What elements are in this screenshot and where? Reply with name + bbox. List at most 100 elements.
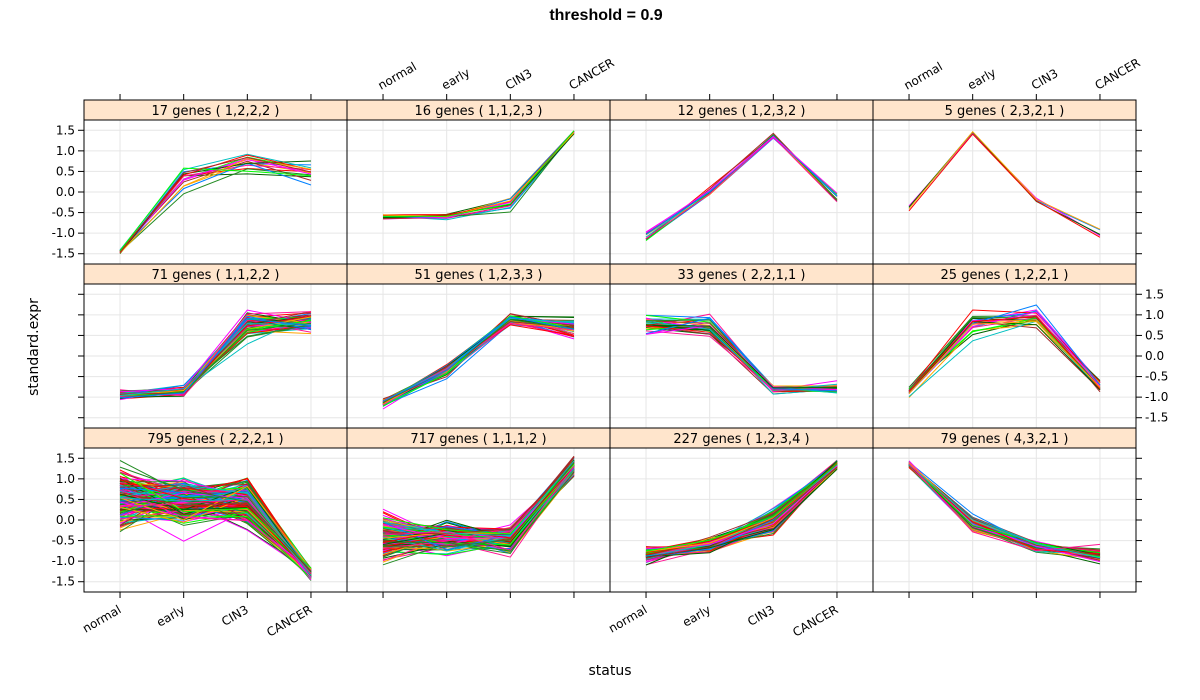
gene-profile-line: [119, 311, 312, 395]
y-tick-label: 1.0: [56, 472, 75, 486]
gene-lines: [382, 130, 575, 221]
gene-lines: [645, 313, 838, 395]
panel: 12 genes ( 1,2,3,2 ): [609, 99, 874, 265]
gene-profile-line: [119, 316, 312, 396]
panel-strip-label: 12 genes ( 1,2,3,2 ): [678, 104, 806, 119]
gene-profile-line: [119, 167, 312, 252]
y-tick-label: 0.0: [56, 185, 75, 199]
x-tick-label: normal: [80, 602, 123, 635]
gene-profile-line: [119, 485, 312, 570]
panel: 51 genes ( 1,2,3,3 ): [346, 263, 611, 429]
panels-layer: 17 genes ( 1,2,2,2 ) 16 genes ( 1,1,2,3 )…: [83, 99, 1137, 593]
panel-strip-label: 717 genes ( 1,1,1,2 ): [410, 432, 546, 447]
gene-profile-line: [119, 515, 312, 579]
y-tick-label: 0.5: [56, 164, 75, 178]
y-tick-label: 0.5: [1145, 328, 1164, 342]
panel-strip-label: 79 genes ( 4,3,2,1 ): [941, 432, 1069, 447]
panel-strip-label: 33 genes ( 2,2,1,1 ): [678, 268, 806, 283]
gene-profile-line: [382, 319, 575, 403]
y-tick-label: 1.0: [1145, 308, 1164, 322]
gene-profile-line: [382, 471, 575, 552]
panel-grid: [873, 284, 1136, 428]
gene-profile-line: [908, 463, 1101, 558]
gene-profile-line: [908, 133, 1101, 238]
panel-strip-label: 227 genes ( 1,2,3,4 ): [673, 432, 809, 447]
gene-profile-line: [645, 324, 837, 389]
gene-profile-line: [908, 130, 1101, 230]
panel: 5 genes ( 2,3,2,1 ): [872, 99, 1137, 265]
panel-strip-label: 5 genes ( 2,3,2,1 ): [945, 104, 1065, 119]
gene-lines: [119, 460, 312, 581]
x-tick-label: normal: [902, 59, 945, 92]
gene-profile-line: [645, 463, 838, 552]
gene-profile-line: [382, 462, 575, 540]
y-tick-label: -0.5: [52, 206, 75, 220]
x-tick-label: CIN3: [503, 66, 535, 92]
x-tick-label: early: [965, 65, 998, 92]
x-tick-label: CIN3: [745, 602, 777, 628]
panel: 25 genes ( 1,2,2,1 ): [872, 263, 1137, 429]
panel-strip-label: 71 genes ( 1,1,2,2 ): [152, 268, 280, 283]
y-tick-label: 1.5: [1145, 287, 1164, 301]
panel-grid: [610, 284, 873, 428]
gene-lines: [908, 304, 1101, 398]
x-tick-label: CANCER: [264, 602, 314, 639]
gene-lines: [382, 313, 575, 410]
gene-lines: [908, 460, 1101, 565]
x-axis-label: status: [588, 663, 631, 679]
x-tick-label: early: [680, 602, 713, 629]
y-tick-label: 0.0: [56, 513, 75, 527]
gene-profile-line: [908, 465, 1101, 558]
gene-profile-line: [908, 320, 1101, 394]
x-tick-label: CIN3: [1029, 66, 1061, 92]
y-tick-label: 1.5: [56, 451, 75, 465]
y-tick-label: -0.5: [1145, 370, 1168, 384]
gene-profile-line: [382, 466, 575, 544]
y-tick-label: 1.0: [56, 144, 75, 158]
gene-profile-line: [645, 465, 838, 550]
x-tick-label: normal: [606, 602, 649, 635]
panel: 17 genes ( 1,2,2,2 ): [83, 99, 348, 265]
gene-profile-line: [908, 463, 1101, 555]
x-tick-label: early: [439, 65, 472, 92]
gene-lines: [908, 130, 1101, 238]
gene-profile-line: [908, 309, 1101, 391]
gene-profile-line: [382, 460, 575, 537]
gene-profile-line: [382, 466, 575, 551]
gene-profile-line: [908, 320, 1101, 397]
gene-profile-line: [119, 309, 312, 393]
gene-profile-line: [382, 316, 575, 402]
x-tick-label: early: [154, 602, 187, 629]
gene-lines: [645, 132, 838, 241]
chart-title: threshold = 0.9: [549, 7, 662, 24]
gene-lines: [382, 455, 575, 566]
gene-profile-line: [645, 466, 838, 559]
y-tick-label: -1.0: [52, 226, 75, 240]
y-tick-label: -1.0: [1145, 390, 1168, 404]
y-tick-label: -1.5: [52, 575, 75, 589]
panel-grid: [84, 284, 347, 428]
gene-lines: [645, 459, 838, 566]
gene-profile-line: [119, 472, 312, 569]
gene-profile-line: [908, 316, 1101, 392]
x-tick-label: CANCER: [566, 56, 616, 93]
y-tick-label: 0.0: [1145, 349, 1164, 363]
gene-profile-line: [119, 484, 312, 574]
panel: 71 genes ( 1,1,2,2 ): [83, 263, 348, 429]
gene-profile-line: [119, 158, 312, 254]
panel-strip-label: 795 genes ( 2,2,2,1 ): [147, 432, 283, 447]
outer-frame: [83, 99, 1137, 593]
panel-grid: [610, 120, 873, 264]
gene-profile-line: [382, 462, 575, 548]
gene-lines: [119, 309, 312, 401]
gene-profile-line: [119, 156, 312, 254]
panel: 795 genes ( 2,2,2,1 ): [83, 427, 348, 593]
y-tick-label: -1.5: [1145, 411, 1168, 425]
panel: 717 genes ( 1,1,1,2 ): [346, 427, 611, 593]
gene-profile-line: [119, 168, 312, 253]
gene-profile-line: [645, 135, 838, 234]
panel-strip-label: 16 genes ( 1,1,2,3 ): [415, 104, 543, 119]
panel-strip-label: 51 genes ( 1,2,3,3 ): [415, 268, 543, 283]
y-tick-label: 1.5: [56, 123, 75, 137]
